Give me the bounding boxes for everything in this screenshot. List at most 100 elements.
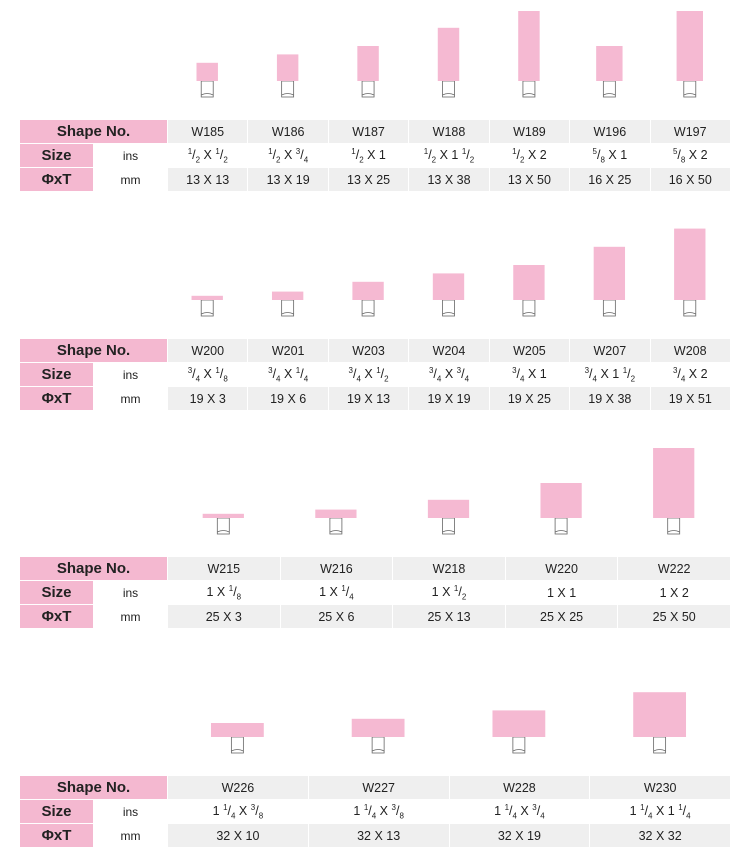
size-ins: 5/8 X 2	[649, 143, 731, 168]
label-cell: Shape No.	[18, 556, 169, 581]
size-mm: 25 X 6	[279, 604, 394, 629]
wheel	[432, 273, 465, 300]
stem-curve	[554, 530, 568, 533]
wheel	[633, 692, 687, 737]
size-ins: 1/2 X 1/2	[167, 143, 249, 168]
size-ins: 1/2 X 1 1/2	[408, 143, 490, 168]
wheel	[427, 499, 470, 518]
unit-cell: ins	[92, 362, 169, 387]
shapes	[210, 692, 687, 754]
size-ins: 1 X 1/2	[392, 580, 506, 605]
size-ins: 5/8 X 1	[569, 143, 651, 168]
row: ΦxT mm 19 X 3 19 X 6 19 X 13 19 X 19 19 X 25 19…	[19, 386, 731, 411]
section: Shape No. W215 W216 W218 W220 W222 Size ins 1 X …	[18, 436, 731, 636]
spec-table: Shape No. W215 W216 W218 W220 W222 Size ins 1 X …	[18, 556, 731, 629]
stem-curve	[442, 530, 455, 533]
section: Shape No. W226 W227 W228 W230 Size ins 1 1/4 X …	[18, 655, 732, 854]
shape-no: W207	[569, 338, 651, 363]
wheel	[596, 46, 623, 81]
size-mm: 13 X 13	[167, 167, 249, 192]
section: Shape No. W185 W186 W187 W188 W189 W196 W197 Siz…	[18, 0, 731, 199]
shape-no: W204	[408, 338, 490, 363]
label-cell: Shape No.	[18, 775, 169, 800]
label-cell: Size	[19, 580, 94, 605]
row: Shape No. W185 W186 W187 W188 W189 W196 W197	[18, 119, 731, 144]
shape-no: W187	[327, 119, 410, 144]
wheel	[202, 513, 244, 518]
stem-curve	[281, 312, 294, 315]
size-mm: 25 X 50	[617, 604, 731, 629]
stem-curve	[201, 93, 214, 96]
size-mm: 19 X 38	[569, 386, 651, 411]
row: ΦxT mm 13 X 13 13 X 19 13 X 25 13 X 38 13 X 50…	[19, 167, 731, 192]
wheel	[210, 723, 264, 737]
shape-no: W201	[247, 338, 329, 363]
label-cell: Size	[19, 799, 94, 824]
stem-curve	[653, 749, 666, 752]
size-mm: 13 X 38	[408, 167, 490, 192]
unit-cell: ins	[92, 580, 169, 605]
stem-curve	[217, 530, 230, 533]
wheel	[191, 295, 223, 300]
shapes	[196, 11, 703, 98]
wheel	[196, 62, 218, 81]
size-ins: 1 1/4 X 3/8	[307, 799, 450, 824]
size-mm: 32 X 32	[589, 823, 732, 848]
shape-no: W227	[307, 775, 450, 800]
shape-no: W216	[279, 556, 394, 581]
shape-no: W215	[167, 556, 281, 581]
stem-curve	[667, 530, 680, 533]
size-mm: 25 X 3	[167, 604, 281, 629]
size-ins: 1 1/4 X 1 1/4	[589, 799, 732, 824]
stem-curve	[281, 93, 294, 96]
stem-curve	[522, 93, 536, 96]
row: ΦxT mm 25 X 3 25 X 6 25 X 13 25 X 25 25 X 50	[19, 604, 731, 629]
size-mm: 19 X 51	[649, 386, 731, 411]
spec-table: Shape No. W226 W227 W228 W230 Size ins 1 1/4 X …	[18, 775, 732, 848]
size-ins: 3/4 X 1 1/2	[569, 362, 651, 387]
size-ins: 3/4 X 1/8	[167, 362, 249, 387]
size-mm: 19 X 6	[247, 386, 329, 411]
size-mm: 32 X 10	[167, 823, 309, 848]
size-ins: 3/4 X 2	[649, 362, 731, 387]
size-ins: 1/2 X 3/4	[247, 143, 329, 168]
size-mm: 32 X 19	[448, 823, 591, 848]
size-mm: 16 X 25	[569, 167, 651, 192]
size-mm: 13 X 19	[247, 167, 329, 192]
shape-no: W196	[569, 119, 651, 144]
wheel	[653, 448, 695, 518]
unit-cell: mm	[92, 604, 169, 629]
wheel	[276, 54, 299, 81]
wheel	[676, 11, 703, 81]
shapes	[191, 228, 706, 317]
row: ΦxT mm 32 X 10 32 X 13 32 X 19 32 X 32	[19, 823, 732, 848]
stem-curve	[329, 530, 343, 533]
unit-cell: mm	[92, 823, 169, 848]
row: Size ins 3/4 X 1/8 3/4 X 1/4 3/4 X 1/2 3/4 X …	[19, 362, 731, 387]
row: Size ins 1/2 X 1/2 1/2 X 3/4 1/2 X 1 1/2 X 1 …	[19, 143, 731, 168]
stem-curve	[522, 312, 536, 315]
shape-no: W228	[448, 775, 591, 800]
size-ins: 3/4 X 1/2	[327, 362, 410, 387]
size-ins: 1 1/4 X 3/4	[448, 799, 591, 824]
shape-no: W220	[504, 556, 619, 581]
unit-cell: ins	[92, 799, 169, 824]
size-ins: 1 X 1/4	[279, 580, 394, 605]
shape-no: W189	[488, 119, 571, 144]
stem-curve	[442, 93, 455, 96]
shape-no: W185	[167, 119, 249, 144]
size-ins: 1 X 1/8	[167, 580, 281, 605]
size-mm: 19 X 13	[327, 386, 410, 411]
stem-curve	[603, 93, 616, 96]
shape-no: W205	[488, 338, 571, 363]
stem-curve	[371, 749, 385, 752]
shape-no: W203	[327, 338, 410, 363]
unit-cell: mm	[92, 167, 169, 192]
wheel	[593, 246, 626, 300]
stem-curve	[231, 749, 244, 752]
wheel	[271, 291, 304, 300]
stem-curve	[361, 312, 375, 315]
size-mm: 19 X 3	[167, 386, 249, 411]
